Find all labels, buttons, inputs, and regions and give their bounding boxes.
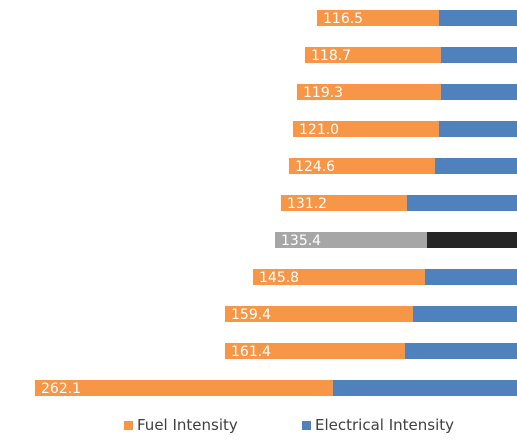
bar-total-label: 262.1 [41,381,81,397]
bar-row: 135.4 [275,232,517,249]
bar-fuel-segment [317,10,439,26]
bar-fuel-segment [225,306,413,322]
legend-label-electrical: Electrical Intensity [315,416,454,434]
bar-total-label: 124.6 [295,159,335,175]
bar-fuel-segment [305,47,441,63]
bar-fuel-segment [289,158,435,174]
bar-electrical-segment [425,269,517,285]
bar-row: 118.7 [305,47,517,64]
bar-total-label: 119.3 [303,85,343,101]
bar-total-label: 159.4 [231,307,271,323]
bar-fuel-segment [253,269,425,285]
legend-swatch-electrical [302,420,311,430]
bar-row: 124.6 [289,158,517,175]
bar-total-label: 135.4 [281,233,321,249]
bar-row: 121.0 [293,121,517,138]
bar-row: 262.1 [35,380,517,397]
bar-row: 159.4 [225,306,517,323]
bar-row: 116.5 [317,10,517,27]
bar-fuel-segment [281,195,407,211]
bar-fuel-segment [35,380,333,396]
legend-swatch-fuel [124,420,133,430]
bar-fuel-segment [225,343,405,359]
bar-electrical-segment [439,10,517,26]
bar-fuel-segment [275,232,427,248]
bar-fuel-segment [293,121,439,137]
bar-electrical-segment [439,121,517,137]
bar-row: 145.8 [253,269,517,286]
bar-total-label: 145.8 [259,270,299,286]
bar-electrical-segment [407,195,517,211]
bar-electrical-segment [435,158,517,174]
legend-item-fuel: Fuel Intensity [124,416,238,434]
bar-row: 119.3 [297,84,517,101]
bar-electrical-segment [441,84,517,100]
legend-label-fuel: Fuel Intensity [137,416,238,434]
bar-total-label: 121.0 [299,122,339,138]
bar-fuel-segment [297,84,441,100]
bar-row: 161.4 [225,343,517,360]
legend-item-electrical: Electrical Intensity [302,416,454,434]
bar-total-label: 118.7 [311,48,351,64]
bar-electrical-segment [427,232,517,248]
bar-electrical-segment [333,380,517,396]
bar-electrical-segment [405,343,517,359]
bar-total-label: 161.4 [231,344,271,360]
bar-electrical-segment [441,47,517,63]
bar-total-label: 131.2 [287,196,327,212]
bar-total-label: 116.5 [323,11,363,27]
chart-legend: Fuel Intensity Electrical Intensity [0,416,517,438]
stacked-bar-chart: 116.5 118.7 119.3 121.0 124.6 131.2 135.4 145.8… [35,10,517,397]
bar-electrical-segment [413,306,517,322]
bar-row: 131.2 [281,195,517,212]
